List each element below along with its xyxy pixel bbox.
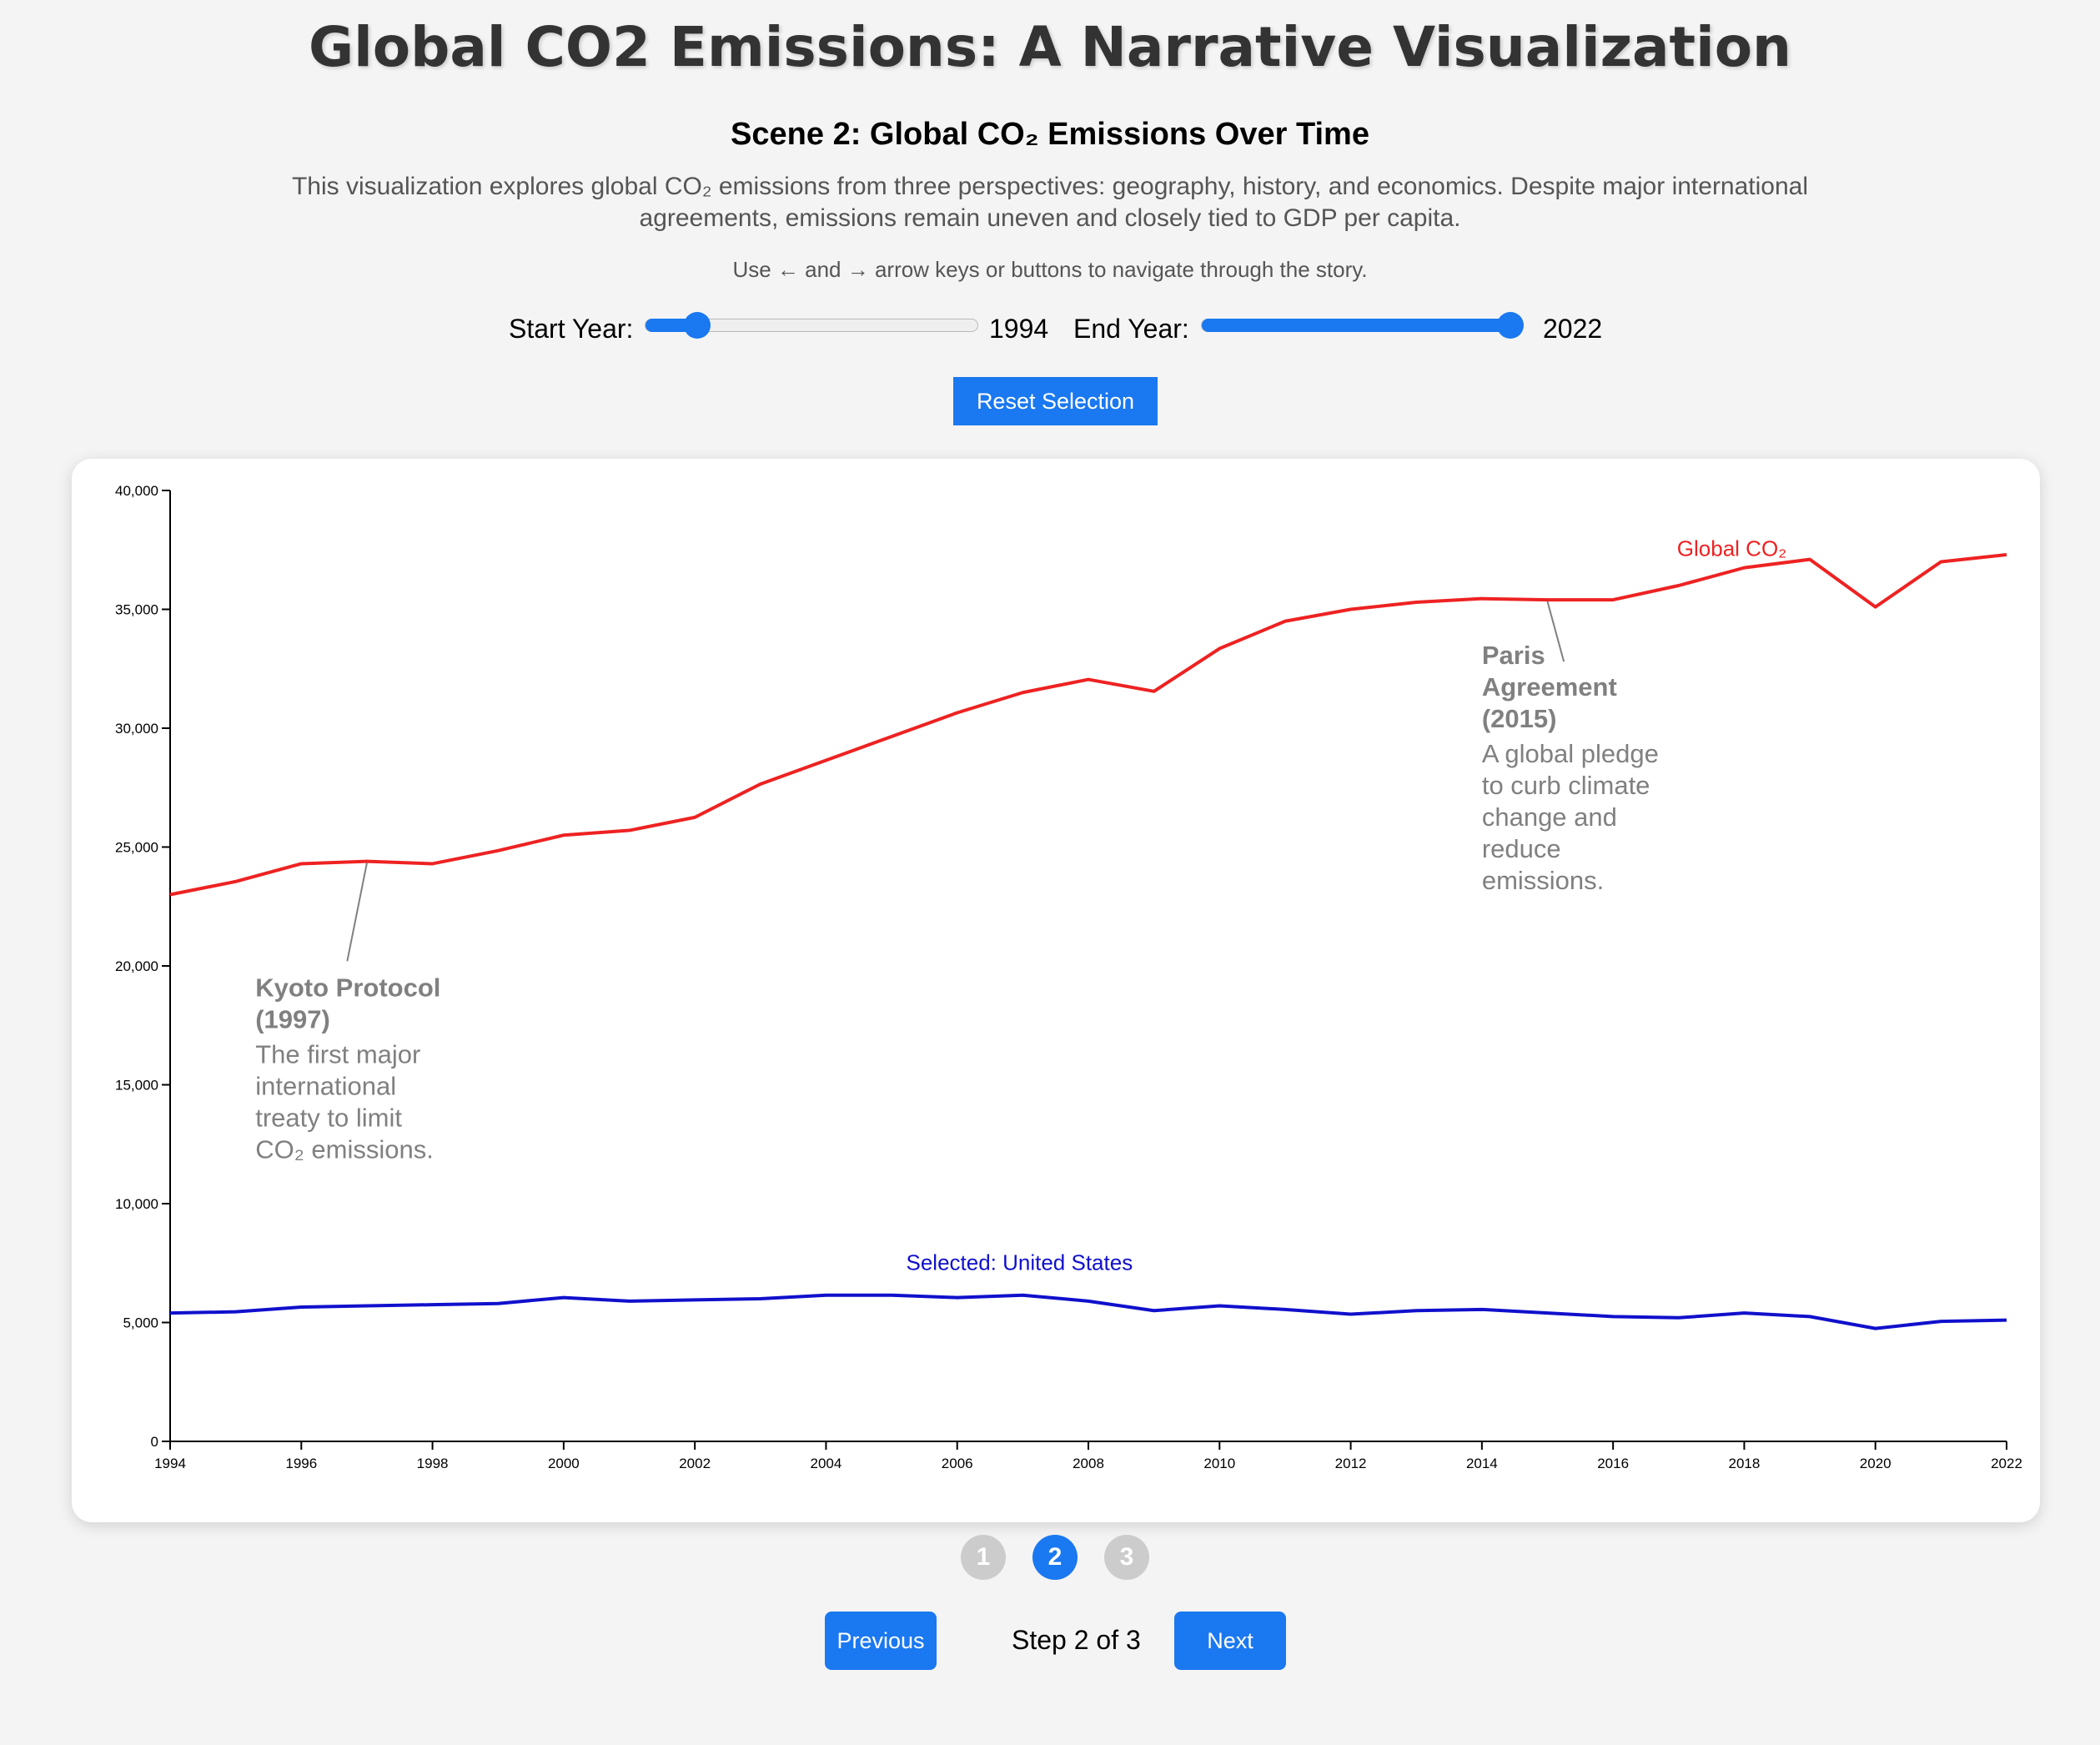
x-tick-label: 2002 (679, 1456, 711, 1471)
annotation-text: treaty to limit (255, 1104, 402, 1133)
start-year-label: Start Year: (509, 314, 634, 344)
y-tick-label: 30,000 (115, 721, 158, 737)
x-tick-label: 2006 (942, 1456, 973, 1471)
annotation-text: reduce (1482, 834, 1561, 863)
step-text: Step 2 of 3 (1012, 1625, 1141, 1655)
year-range-controls: Start Year: 1994 End Year: 2022 (0, 309, 2100, 350)
annotation-connector (1546, 601, 1565, 662)
annotation-text: A global pledge (1482, 739, 1659, 768)
page-title: Global CO2 Emissions: A Narrative Visual… (308, 15, 1792, 79)
x-tick-label: 1996 (285, 1456, 317, 1471)
chart-card: 0 5,000 10,000 15,000 20,000 25,000 30,000 35,0… (72, 459, 2040, 1522)
global-series-label: Global CO₂ (1677, 536, 1786, 561)
next-button[interactable]: Next (1174, 1612, 1286, 1670)
x-tick-label: 2022 (1991, 1456, 2022, 1471)
x-tick-label: 1998 (417, 1456, 449, 1471)
annotation-text: international (255, 1072, 396, 1101)
x-tick-label: 2014 (1466, 1456, 1498, 1471)
y-tick-label: 15,000 (115, 1078, 158, 1094)
step-dot-3[interactable]: 3 (1104, 1535, 1149, 1580)
annotation-text: The first major (255, 1040, 420, 1069)
previous-button[interactable]: Previous (825, 1612, 937, 1670)
scene-title: Scene 2: Global CO₂ Emissions Over Time (731, 117, 1369, 152)
y-tick-label: 10,000 (115, 1196, 158, 1212)
global-co2-line (169, 552, 2007, 897)
y-tick-label: 20,000 (115, 958, 158, 974)
x-tick-label: 2000 (548, 1456, 580, 1471)
step-dot-1[interactable]: 1 (961, 1535, 1006, 1580)
annotation-text: to curb climate (1482, 771, 1650, 800)
intro-text: This visualization explores global CO₂ e… (291, 173, 1809, 232)
y-tick-label: 25,000 (115, 840, 158, 856)
x-tick-label: 2010 (1203, 1456, 1235, 1471)
x-tick-label: 2016 (1597, 1456, 1629, 1471)
annotation-text: emissions. (1482, 866, 1604, 895)
co2-line-chart: 0 5,000 10,000 15,000 20,000 25,000 30,000 35,0… (115, 483, 2022, 1471)
x-tick-label: 2012 (1335, 1456, 1367, 1471)
annotation-connector (346, 862, 368, 962)
x-tick-label: 2018 (1729, 1456, 1761, 1471)
x-tick-label: 2008 (1073, 1456, 1104, 1471)
reset-selection-button[interactable]: Reset Selection (953, 377, 1158, 425)
end-year-slider[interactable] (1201, 312, 1524, 339)
selected-country-line (169, 1293, 2007, 1330)
start-year-slider[interactable] (645, 312, 978, 339)
x-tick-label: 1994 (154, 1456, 186, 1471)
annotation-title: Kyoto Protocol (255, 973, 440, 1003)
step-dot-2[interactable]: 2 (1032, 1535, 1078, 1580)
y-tick-label: 40,000 (115, 483, 158, 499)
y-tick-label: 5,000 (123, 1315, 158, 1331)
end-year-label: End Year: (1073, 314, 1189, 344)
y-tick-label: 35,000 (115, 602, 158, 618)
annotation-title: Agreement (1482, 672, 1617, 702)
x-tick-label: 2004 (811, 1456, 842, 1471)
keyboard-hint: Use ← and → arrow keys or buttons to nav… (732, 257, 1368, 282)
y-tick-label: 0 (151, 1434, 158, 1450)
annotation-text: change and (1482, 802, 1617, 832)
annotation-title: (1997) (255, 1005, 330, 1034)
start-year-value: 1994 (989, 314, 1049, 344)
annotation-title: Paris (1482, 641, 1545, 670)
end-year-value: 2022 (1543, 314, 1603, 344)
annotation-text: CO₂ emissions. (255, 1135, 434, 1164)
start-year-slider-thumb[interactable] (684, 312, 711, 339)
end-year-slider-fill (1202, 319, 1510, 332)
x-tick-label: 2020 (1860, 1456, 1892, 1471)
end-year-slider-thumb[interactable] (1497, 312, 1524, 339)
annotation-title: (2015) (1482, 704, 1557, 733)
selected-series-label: Selected: United States (906, 1250, 1133, 1275)
